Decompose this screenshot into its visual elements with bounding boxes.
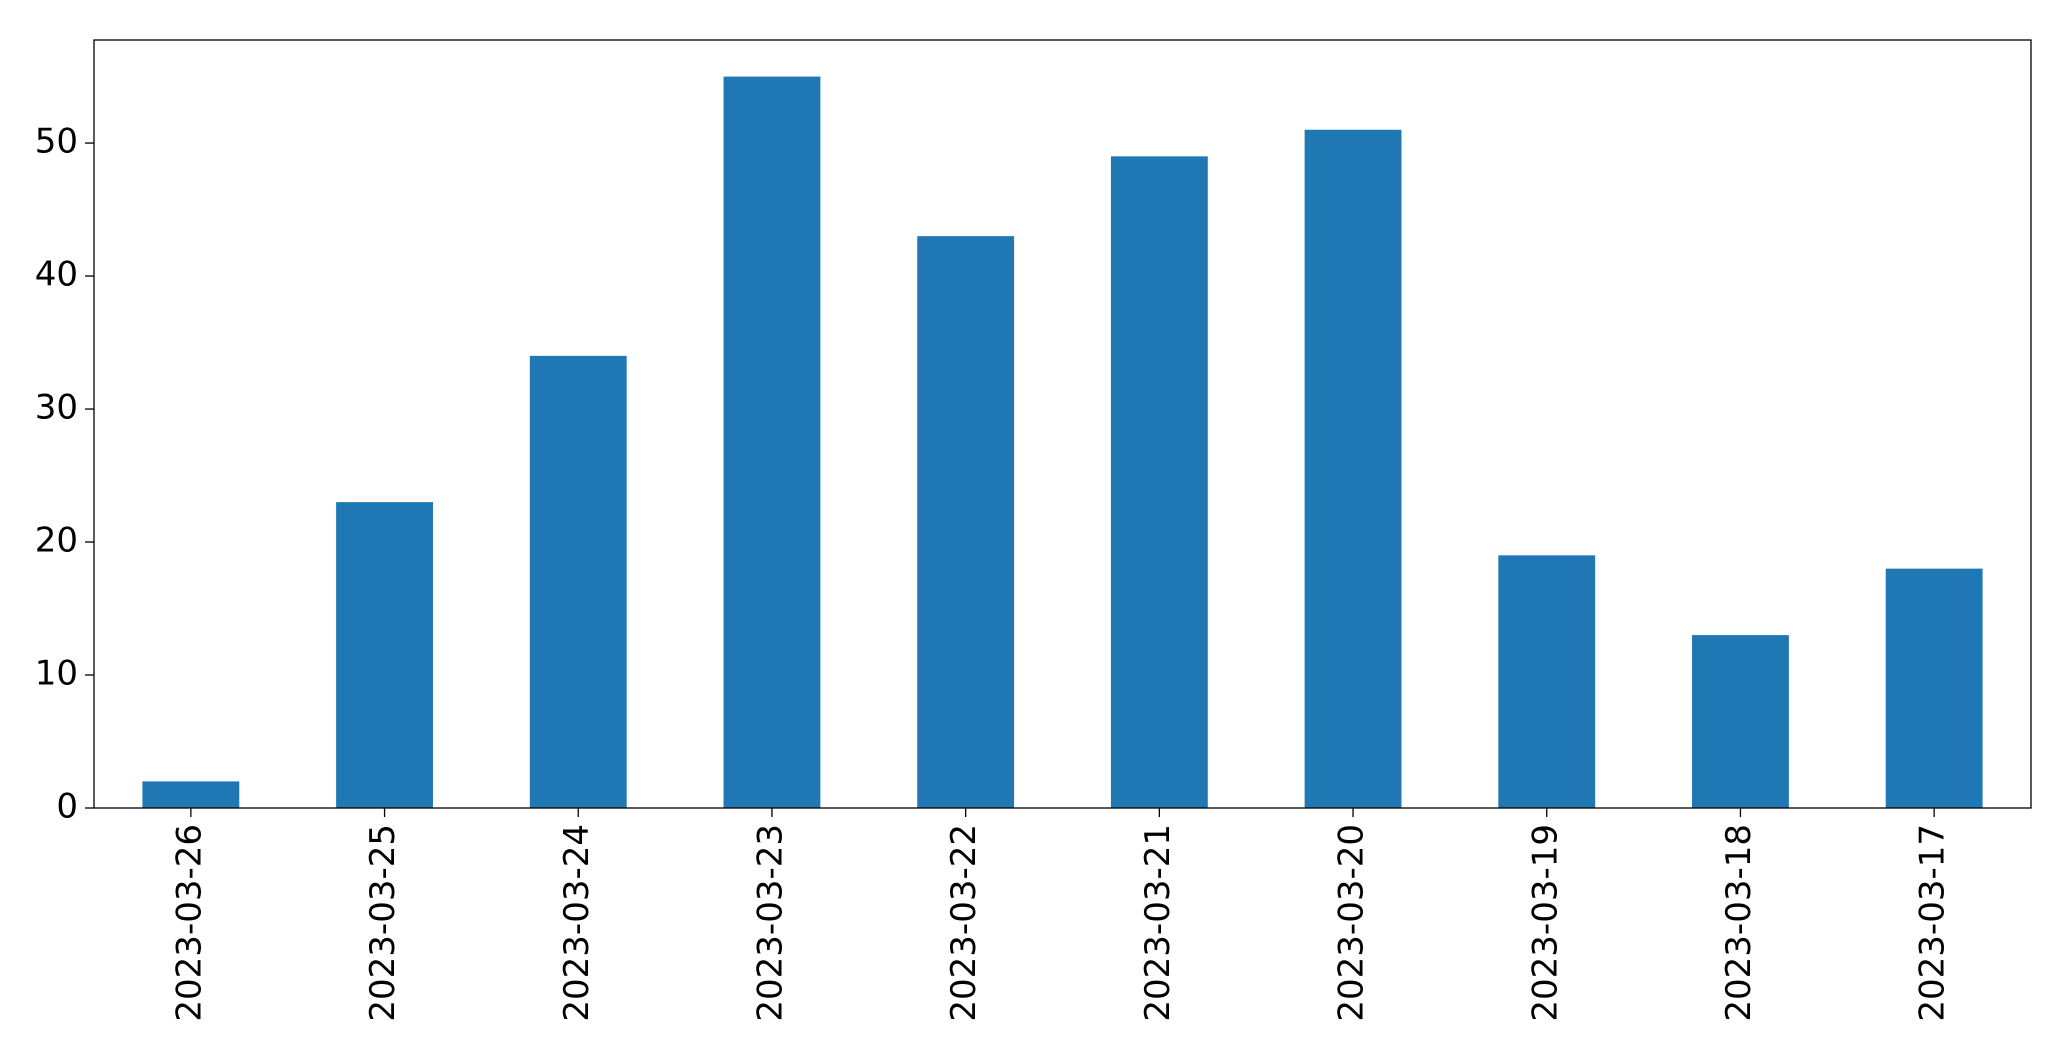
y-tick-label: 40 [35, 255, 78, 295]
y-tick-label: 20 [35, 521, 78, 561]
x-tick-label: 2023-03-19 [1525, 824, 1565, 1022]
axes-frame [93, 39, 2032, 809]
x-tick-label: 2023-03-20 [1332, 824, 1372, 1022]
x-tick-label: 2023-03-26 [169, 824, 209, 1022]
bar [336, 502, 433, 808]
bar [142, 781, 240, 808]
bar [723, 76, 821, 809]
y-tick-label: 10 [35, 654, 78, 694]
x-tick-label: 2023-03-24 [557, 824, 597, 1022]
bar [1304, 129, 1402, 808]
y-tick-label: 30 [35, 388, 78, 428]
bar [529, 355, 627, 808]
bar [1692, 635, 1789, 808]
x-tick-label: 2023-03-18 [1719, 824, 1759, 1022]
y-tick-label: 50 [35, 122, 78, 162]
x-tick-label: 2023-03-17 [1913, 824, 1953, 1022]
x-tick-label: 2023-03-23 [750, 824, 790, 1022]
x-tick-label: 2023-03-22 [944, 824, 984, 1022]
bar [917, 236, 1015, 809]
y-tick-label: 0 [56, 787, 78, 827]
bar [1110, 156, 1208, 808]
bar [1498, 555, 1596, 808]
bar [1885, 568, 1983, 808]
x-tick-label: 2023-03-25 [363, 824, 403, 1022]
x-tick-label: 2023-03-21 [1138, 824, 1178, 1022]
